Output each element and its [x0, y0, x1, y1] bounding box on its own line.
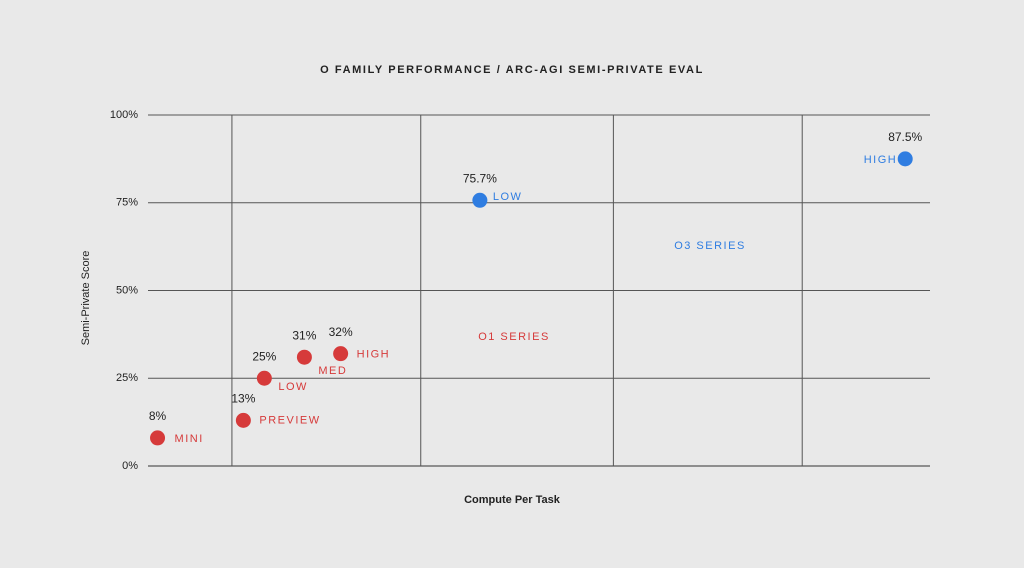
point — [235, 412, 251, 428]
point-label: PREVIEW — [259, 414, 320, 426]
y-tick-label: 50% — [116, 284, 138, 296]
series-label: O1 SERIES — [478, 331, 550, 343]
y-tick-label: 25% — [116, 372, 138, 384]
data-label: 13% — [231, 392, 255, 406]
data-label: 32% — [329, 325, 353, 339]
series-label: O3 SERIES — [674, 240, 746, 252]
data-label: 31% — [292, 328, 316, 342]
point-label: HIGH — [864, 154, 898, 166]
point — [150, 430, 166, 446]
point — [897, 151, 913, 167]
point — [472, 192, 488, 208]
y-tick-label: 75% — [116, 197, 138, 209]
point — [296, 349, 312, 365]
point — [256, 370, 272, 386]
data-label: 87.5% — [888, 130, 922, 144]
point — [333, 346, 349, 362]
chart-title: O FAMILY PERFORMANCE / ARC-AGI SEMI-PRIV… — [320, 64, 704, 76]
point-label: HIGH — [357, 349, 391, 361]
y-tick-label: 0% — [122, 460, 138, 472]
data-label: 75.7% — [463, 171, 497, 185]
point-label: MINI — [175, 433, 204, 445]
y-tick-label: 100% — [110, 109, 138, 121]
x-axis-label: Compute Per Task — [464, 494, 561, 506]
point-label: LOW — [278, 381, 308, 393]
point-label: LOW — [493, 191, 523, 203]
data-label: 25% — [252, 349, 276, 363]
point-label: MED — [318, 365, 347, 377]
data-label: 8% — [149, 409, 167, 423]
y-axis-label: Semi-Private Score — [80, 251, 92, 346]
